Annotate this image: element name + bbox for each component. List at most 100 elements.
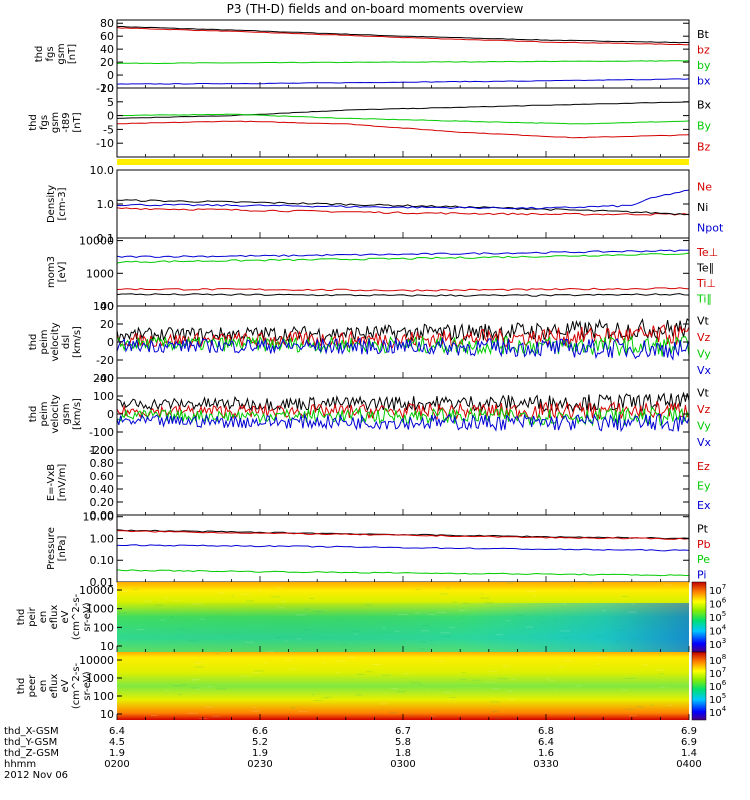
legend-entry: bx xyxy=(697,74,711,87)
spectrogram-texture xyxy=(446,587,450,589)
y-tick-label: 20 xyxy=(100,318,114,331)
x-axis-row-label: thd_Y-GSM xyxy=(4,737,57,748)
spectrogram-texture xyxy=(322,662,326,664)
spectrogram-texture xyxy=(280,600,287,602)
y-tick-label: 0 xyxy=(107,408,114,421)
spectrogram-texture xyxy=(659,673,664,675)
spectrogram-texture xyxy=(462,602,469,604)
y-tick-label: 0.01 xyxy=(90,576,115,589)
y-tick-label: 200 xyxy=(93,372,114,385)
separator-bar xyxy=(117,159,689,165)
spectrogram-texture xyxy=(298,711,308,713)
spectrogram-texture xyxy=(264,662,268,664)
spectrogram-texture xyxy=(491,711,499,713)
spectrogram-texture xyxy=(394,630,400,632)
x-axis-value: 6.9 xyxy=(681,726,697,737)
spectrogram-texture xyxy=(481,593,484,595)
y-tick-label: -20 xyxy=(96,354,114,367)
spectrogram-texture xyxy=(621,596,628,598)
spectrogram-texture xyxy=(121,591,128,593)
spectrogram-texture xyxy=(231,595,234,597)
x-axis-value: 6.9 xyxy=(681,737,697,748)
spectrogram-texture xyxy=(240,675,249,677)
spectrogram-texture xyxy=(241,593,250,595)
spectrogram-texture xyxy=(426,689,430,691)
spectrogram-texture xyxy=(253,706,257,708)
series-line-Vx xyxy=(116,412,690,433)
x-axis-value: 1.6 xyxy=(538,748,554,759)
legend-entry: Vx xyxy=(697,436,712,449)
spectrogram-texture xyxy=(495,674,498,676)
spectrogram-texture xyxy=(178,694,182,696)
spectrogram-texture xyxy=(258,589,262,591)
spectrogram-texture xyxy=(179,628,184,630)
spectrogram-texture xyxy=(254,670,264,672)
x-axis-value: 1.9 xyxy=(109,748,125,759)
series-line-Pi xyxy=(116,544,690,552)
spectrogram-texture xyxy=(627,641,634,643)
spectrogram-texture xyxy=(532,594,537,596)
legend-entry: bz xyxy=(697,43,710,56)
spectrogram-texture xyxy=(253,672,260,674)
spectrogram-texture xyxy=(313,699,323,701)
y-tick-label: 20 xyxy=(100,56,114,69)
x-axis-value: 6.6 xyxy=(252,726,268,737)
y-tick-label: -10 xyxy=(96,137,114,150)
y-axis-label: thdfgsgsm[nT] xyxy=(34,43,78,64)
spectrogram-texture xyxy=(526,626,534,628)
spectrogram-texture xyxy=(563,603,567,605)
y-tick-label: -200 xyxy=(89,444,114,457)
spectrogram-texture xyxy=(596,663,600,665)
panel-6: 200 100 0 -100 -200 Vt Vz Vy Vx thdpeimvelocitygs… xyxy=(28,372,712,457)
series-line-Vt xyxy=(116,391,690,413)
spectrogram-texture xyxy=(502,665,510,667)
legend-entry: Vt xyxy=(697,314,710,327)
legend-entry: Ex xyxy=(697,499,711,512)
x-axis-value: 6.4 xyxy=(538,737,554,748)
y-tick-label: 10.0 xyxy=(90,164,115,177)
legend-entry: Ez xyxy=(697,460,710,473)
spectrogram-texture xyxy=(420,630,430,632)
spectrogram-texture xyxy=(682,614,689,616)
spectrogram-texture xyxy=(396,691,406,693)
spectrogram-texture xyxy=(545,678,550,680)
legend-entry: Te⊥ xyxy=(696,246,718,259)
spectrogram-texture xyxy=(397,613,408,615)
spectrogram-texture xyxy=(616,629,626,631)
colorbar-tick-label: 105 xyxy=(709,610,726,624)
spectrogram-texture xyxy=(642,664,649,666)
x-axis-row-label: hhmm xyxy=(4,759,36,770)
spectrogram-texture xyxy=(336,671,341,673)
x-axis-value: 0200 xyxy=(104,759,129,770)
y-tick-label: 10 xyxy=(100,640,114,653)
series-line-by xyxy=(116,60,690,65)
x-axis-value: 6.8 xyxy=(538,726,554,737)
spectrogram-texture xyxy=(154,604,163,606)
spectrogram-texture xyxy=(632,603,635,605)
panel-4: 10000 1000 100 Te⊥ Te∥ Ti⊥ Ti∥ mom3[eV] xyxy=(46,235,718,313)
spectrogram-texture xyxy=(381,674,391,676)
colorbar-tick-label: 108 xyxy=(709,653,726,667)
spectrogram-texture xyxy=(484,602,494,604)
spectrogram-texture xyxy=(626,708,634,710)
spectrogram-texture xyxy=(245,600,254,602)
legend-entry: Bz xyxy=(697,141,711,154)
spectrogram-texture xyxy=(410,714,415,716)
spectrogram-texture xyxy=(353,633,358,635)
legend-entry: Pb xyxy=(697,538,711,551)
legend-entry: Ne xyxy=(697,180,712,193)
spectrogram-texture xyxy=(570,586,574,588)
legend-entry: Ey xyxy=(697,480,711,493)
y-axis-label: thdpeimvelocitydsl[km/s] xyxy=(28,322,83,361)
panel-8: 10.00 1.00 0.10 0.01 Pt Pb Pe Pi Pressure[nPa] xyxy=(46,511,711,589)
spectrogram-texture xyxy=(439,593,448,595)
spectrogram-texture xyxy=(655,669,665,671)
spectrogram-texture xyxy=(346,656,356,658)
spectrogram-texture xyxy=(635,706,644,708)
spectrogram-texture xyxy=(663,584,673,586)
spectrogram-texture xyxy=(191,687,200,689)
spectrogram-texture xyxy=(409,682,420,684)
series-line-Vz xyxy=(116,400,690,421)
spectrogram-texture xyxy=(420,641,427,643)
spectrogram-texture xyxy=(187,712,198,714)
